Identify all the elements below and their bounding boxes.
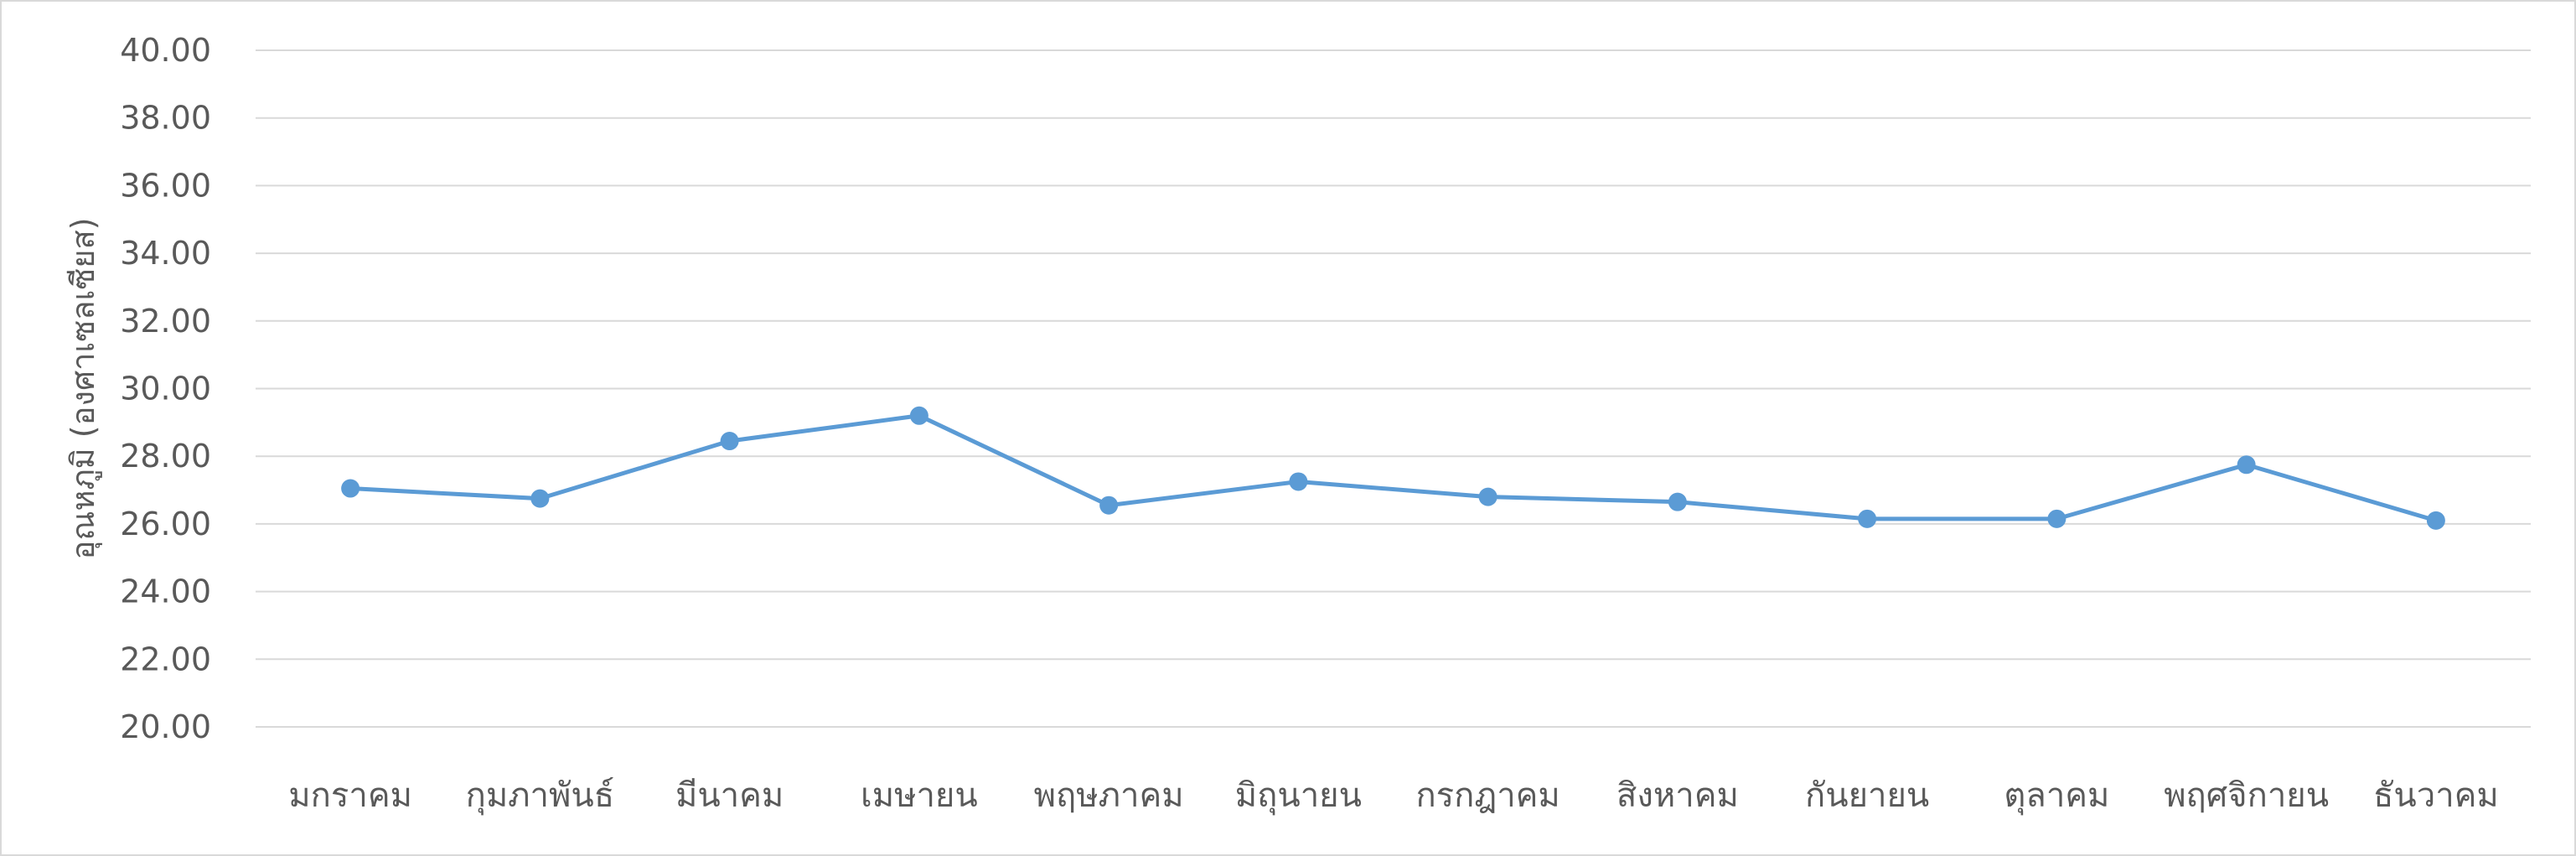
y-tick-label: 32.00 <box>120 303 211 340</box>
y-tick-label: 34.00 <box>120 235 211 272</box>
data-point <box>1289 472 1308 491</box>
data-point <box>720 432 739 451</box>
y-tick-label: 26.00 <box>120 506 211 542</box>
x-tick-label: มิถุนายน <box>1235 776 1362 816</box>
data-point <box>530 489 550 508</box>
y-tick-label: 30.00 <box>120 371 211 407</box>
data-point <box>909 406 928 425</box>
x-tick-label: กุมภาพันธ์ <box>466 776 615 816</box>
x-tick-label: ธันวาคม <box>2373 776 2499 815</box>
y-tick-label: 24.00 <box>120 573 211 610</box>
data-point <box>2426 511 2445 530</box>
y-tick-label: 22.00 <box>120 641 211 677</box>
x-tick-label: พฤษภาคม <box>1034 776 1184 815</box>
x-tick-label: มกราคม <box>288 776 412 815</box>
y-tick-label: 28.00 <box>120 438 211 475</box>
x-tick-label: พฤศจิกายน <box>2164 776 2329 815</box>
data-point <box>341 479 360 498</box>
data-point <box>1668 492 1687 511</box>
data-point <box>1478 487 1497 506</box>
y-axis-ticks: 20.00 22.00 24.00 26.00 28.00 30.00 32.00 34.00… <box>120 32 211 745</box>
x-tick-label: เมษายน <box>861 776 978 815</box>
x-axis-ticks: มกราคม กุมภาพันธ์ มีนาคม เมษายน พฤษภาคม มิถุน… <box>288 776 2498 816</box>
y-tick-label: 20.00 <box>120 708 211 745</box>
y-tick-label: 40.00 <box>120 32 211 69</box>
series-line <box>348 413 2439 523</box>
gridlines <box>256 49 2531 728</box>
y-axis-title: อุณหภูมิ (องศาเซลเซียส) <box>65 217 102 559</box>
data-point <box>2047 509 2066 528</box>
y-tick-label: 38.00 <box>120 100 211 137</box>
data-point <box>2237 455 2256 475</box>
data-point <box>1858 509 1877 528</box>
x-tick-label: ตุลาคม <box>2004 776 2109 816</box>
x-tick-label: สิงหาคม <box>1616 776 1739 815</box>
y-tick-label: 36.00 <box>120 167 211 204</box>
x-tick-label: กันยายน <box>1805 776 1929 815</box>
x-tick-label: มีนาคม <box>675 776 784 815</box>
data-point <box>1099 495 1119 515</box>
series-layer <box>341 406 2445 530</box>
x-tick-label: กรกฎาคม <box>1415 776 1560 815</box>
